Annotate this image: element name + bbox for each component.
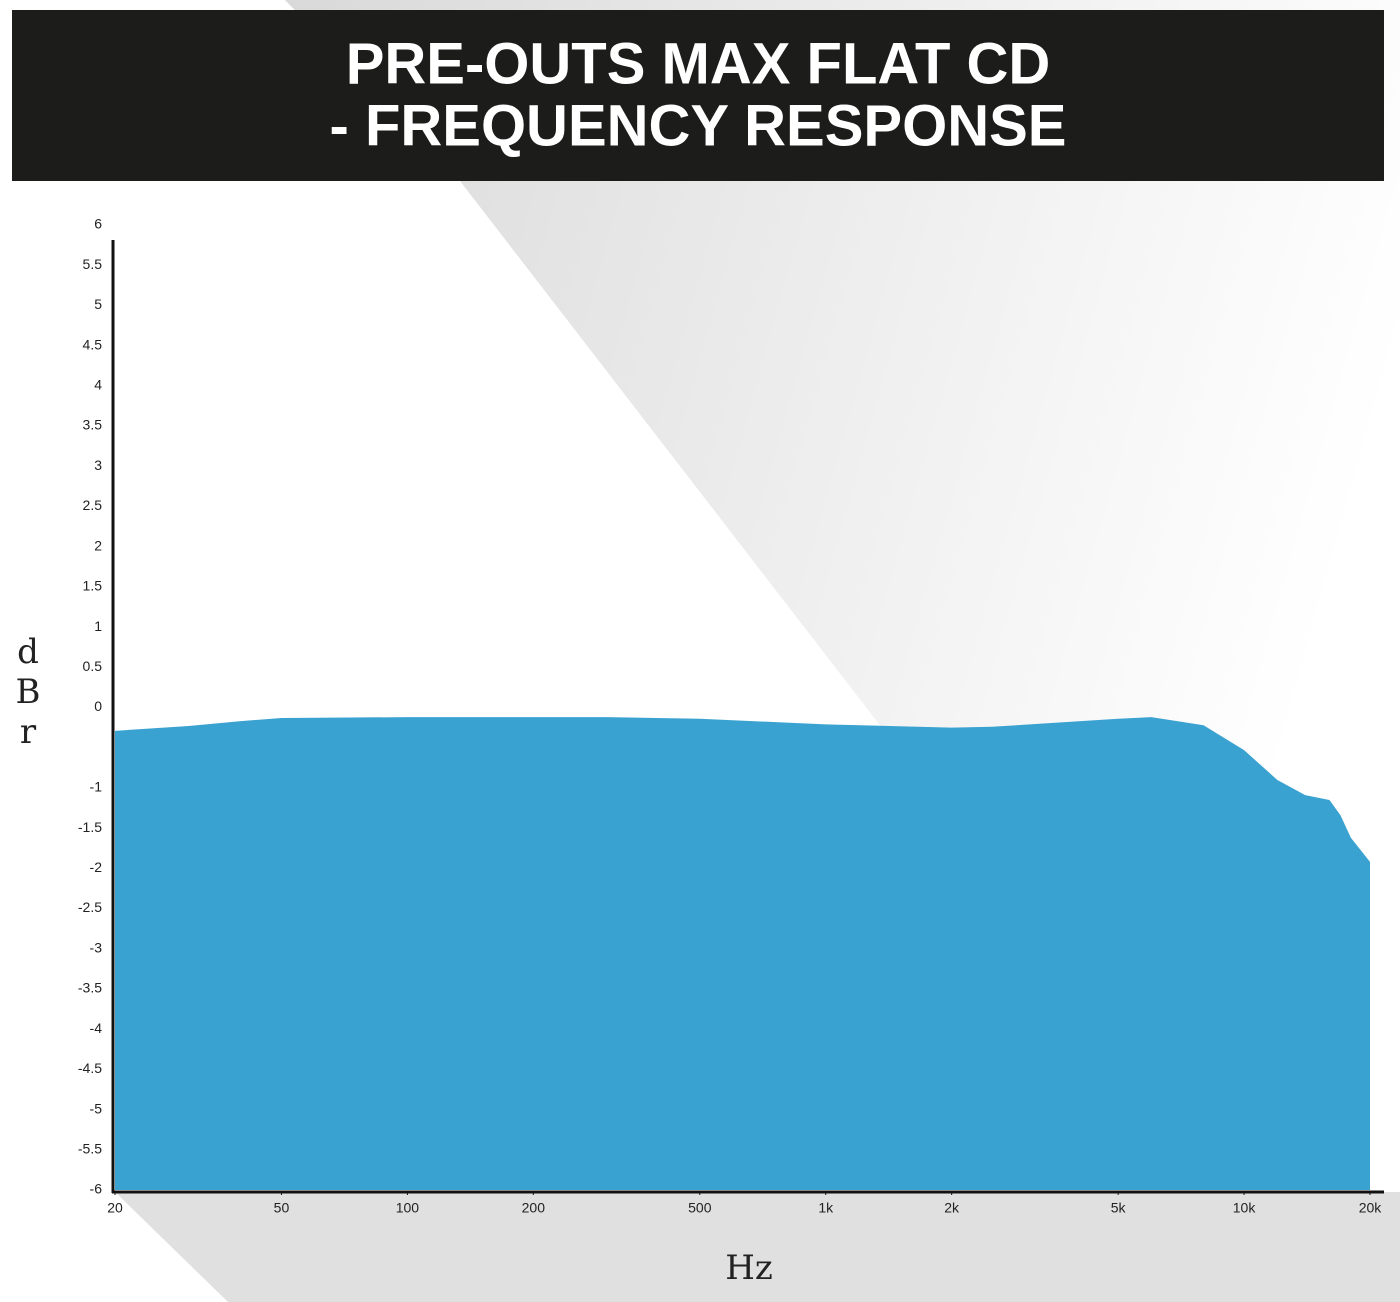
y-tick-label: 5 — [94, 296, 102, 312]
y-tick-label: -5.5 — [78, 1140, 102, 1156]
x-tick-label: 10k — [1233, 1200, 1257, 1216]
x-tick-label: 5k — [1111, 1200, 1127, 1216]
y-tick-label: -3.5 — [78, 980, 102, 996]
x-tick-label: 1k — [818, 1200, 834, 1216]
y-tick-label: 0 — [94, 698, 102, 714]
y-axis-label: dBr — [8, 632, 48, 752]
y-tick-label: -1.5 — [78, 819, 102, 835]
area — [115, 717, 1370, 1190]
y-tick-label: 4.5 — [83, 336, 103, 352]
y-tick-label: 1 — [94, 618, 102, 634]
background-shadow — [115, 1192, 1400, 1302]
y-tick-label: 3 — [94, 457, 102, 473]
x-tick-label: 500 — [688, 1200, 712, 1216]
y-tick-label: 2 — [94, 537, 102, 553]
x-tick-label: 20k — [1359, 1200, 1383, 1216]
y-tick-label: -4 — [90, 1020, 103, 1036]
y-tick-label: -5 — [90, 1100, 103, 1116]
y-tick-label: 5.5 — [83, 256, 103, 272]
chart-title: PRE-OUTS MAX FLAT CD — [346, 31, 1051, 96]
x-axis-label: Hz — [725, 1248, 773, 1288]
title-bar — [12, 10, 1384, 181]
y-tick-label: -6 — [90, 1181, 103, 1197]
x-tick-label: 50 — [274, 1200, 290, 1216]
y-tick-label: -2 — [90, 859, 103, 875]
y-tick-label: -3 — [90, 939, 103, 955]
chart-title: - FREQUENCY RESPONSE — [330, 93, 1067, 158]
y-tick-label: 4 — [94, 377, 102, 393]
y-tick-label: 2.5 — [83, 497, 103, 513]
y-tick-label: -1 — [90, 779, 103, 795]
y-tick-label: 6 — [94, 216, 102, 232]
y-tick-label: -4.5 — [78, 1060, 102, 1076]
y-tick-label: 1.5 — [83, 578, 103, 594]
x-tick-label: 100 — [396, 1200, 420, 1216]
x-tick-label: 200 — [522, 1200, 546, 1216]
y-tick-label: -2.5 — [78, 899, 102, 915]
y-tick-label: 3.5 — [83, 417, 103, 433]
y-tick-label: 0.5 — [83, 658, 103, 674]
x-tick-label: 20 — [107, 1200, 123, 1216]
x-tick-label: 2k — [944, 1200, 960, 1216]
